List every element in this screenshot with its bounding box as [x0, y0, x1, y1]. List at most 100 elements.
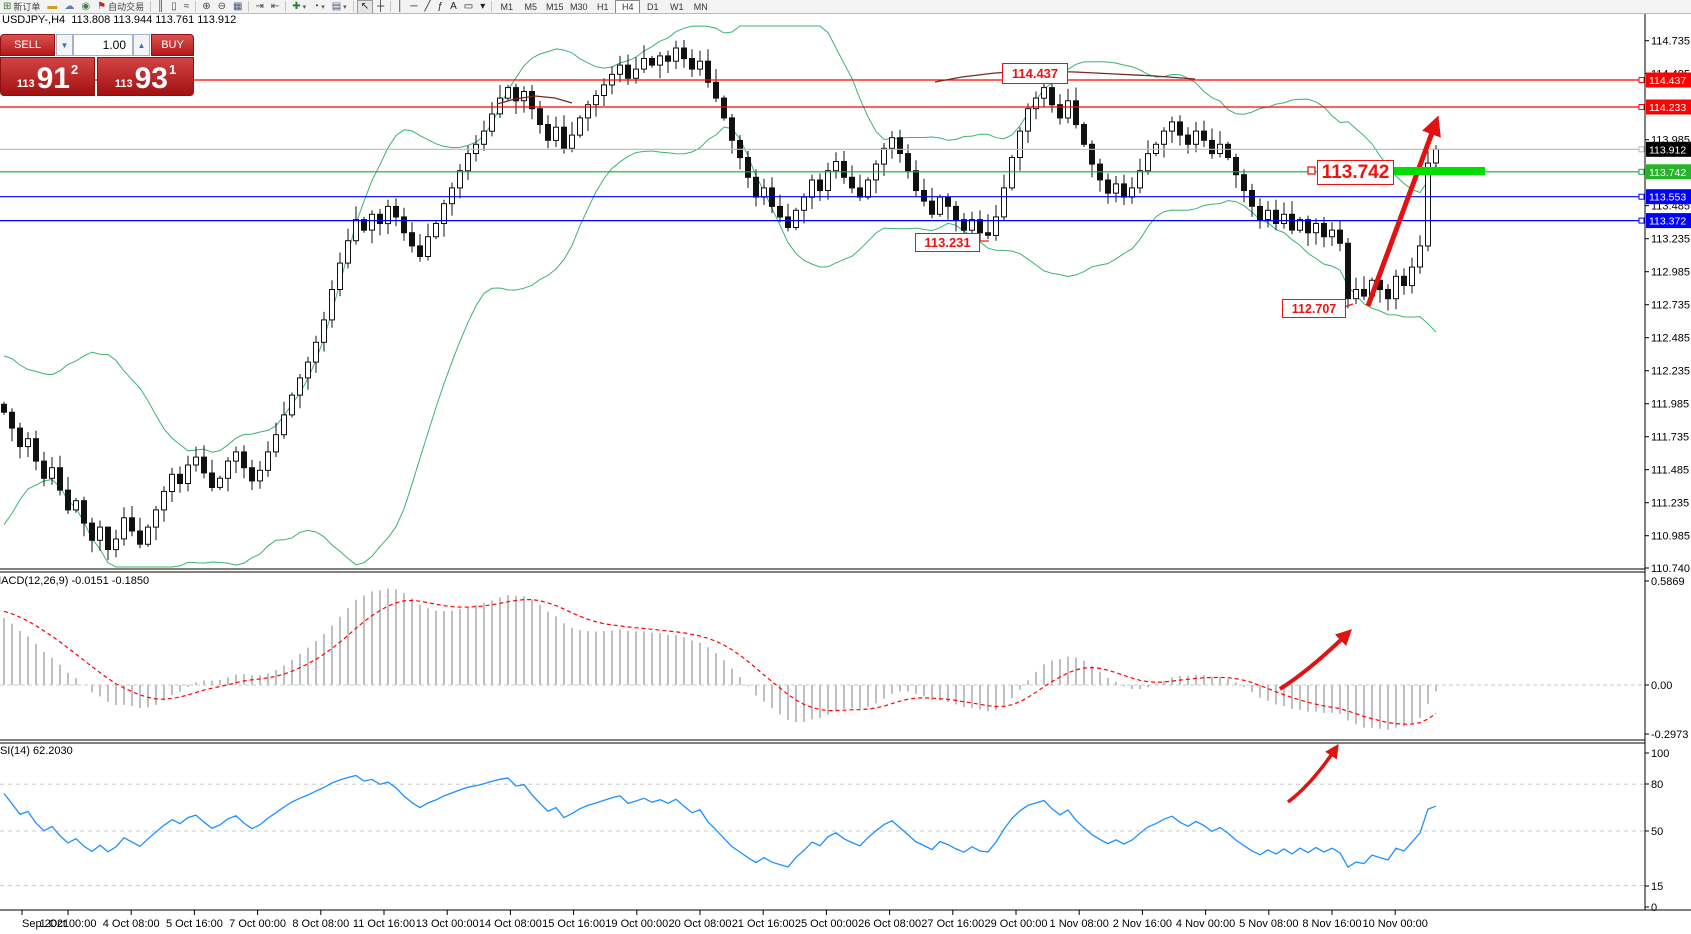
x-axis-label: 21 Oct 16:00: [732, 918, 795, 930]
price-badge-label: 113.553: [1649, 192, 1686, 204]
x-axis-label: 27 Oct 16:00: [921, 918, 984, 930]
candle-body: [1, 403, 7, 413]
price-badge-label: 113.912: [1649, 144, 1686, 156]
shapes-button[interactable]: ▾: [477, 1, 488, 13]
candle-body: [201, 456, 207, 474]
x-axis-label: 7 Oct 00:00: [229, 918, 286, 930]
lot-size-input[interactable]: [73, 34, 133, 56]
cloud-icon[interactable]: ☁: [61, 1, 77, 13]
timeframe-button-h4[interactable]: H4: [615, 0, 641, 13]
timeframe-button-w1[interactable]: W1: [670, 1, 684, 12]
crosshair-button[interactable]: ┼: [374, 1, 387, 13]
indicators-button[interactable]: ✚ ▾: [289, 1, 309, 13]
candle: [137, 517, 143, 549]
candle: [1249, 183, 1255, 217]
candle: [1137, 158, 1143, 194]
timeframe-button-d1[interactable]: D1: [647, 1, 659, 12]
candle: [289, 392, 295, 418]
chart-ohlc-title: USDJPY-,H4 113.808 113.944 113.761 113.9…: [2, 14, 237, 26]
line-anchor-handle[interactable]: [1638, 168, 1645, 175]
candle: [529, 84, 535, 120]
new-order-button[interactable]: ⊞ 新订单: [0, 1, 43, 13]
timeframe-button-h1[interactable]: H1: [597, 1, 609, 12]
line-anchor-handle[interactable]: [1638, 104, 1645, 110]
vertical-line-button[interactable]: │: [394, 1, 406, 13]
candle: [1145, 140, 1151, 175]
lot-decrease-button[interactable]: ▼: [56, 34, 73, 56]
price-callout-112707[interactable]: 112.707: [1282, 299, 1346, 318]
tile-windows-button[interactable]: ▦: [230, 1, 245, 13]
candle-body: [57, 467, 63, 491]
line-chart-button[interactable]: ≈: [181, 1, 193, 13]
candle-body: [593, 95, 599, 106]
candle-body: [417, 245, 423, 257]
new-order-icon: ⊞: [3, 0, 12, 12]
candle-chart-button[interactable]: ▯: [168, 1, 180, 13]
lot-increase-button[interactable]: ▲: [133, 34, 150, 56]
line-anchor-handle[interactable]: [1638, 217, 1645, 224]
price-callout-113231[interactable]: 113.231: [915, 233, 980, 252]
x-axis-label: 2 Nov 16:00: [1113, 918, 1172, 930]
autoscroll-button[interactable]: ⇥: [252, 1, 266, 13]
candle-body: [641, 58, 647, 70]
fibonacci-button[interactable]: ƒ: [435, 1, 447, 13]
candle: [825, 162, 831, 200]
line-anchor-handle[interactable]: [1638, 193, 1645, 200]
timeframe-button-m1[interactable]: M1: [500, 1, 514, 12]
bar-chart-button[interactable]: ║: [154, 1, 167, 13]
candle: [1121, 174, 1127, 205]
buy-button[interactable]: BUY: [151, 34, 194, 56]
candle-body: [697, 60, 703, 70]
price-callout-113742[interactable]: 113.742: [1317, 160, 1394, 185]
templates-button[interactable]: ▤ ▾: [329, 1, 350, 13]
candle-body: [257, 469, 263, 482]
buy-price[interactable]: 113 93 1: [97, 57, 194, 96]
highlight-bar[interactable]: [1390, 167, 1485, 175]
bollinger-upper-band: [3, 25, 1437, 453]
chart-shift-button[interactable]: ⇤: [268, 1, 282, 13]
sell-button[interactable]: SELL: [0, 34, 55, 56]
signals-icon[interactable]: ◉: [78, 1, 93, 13]
candle: [185, 455, 191, 492]
candle: [745, 150, 751, 188]
timeframe-button-mn[interactable]: MN: [693, 1, 708, 12]
candle: [41, 451, 47, 487]
cursor-button[interactable]: ↖: [356, 0, 374, 13]
autotrading-button[interactable]: ⚑ 自动交易: [94, 1, 147, 13]
price-badge: [1646, 141, 1691, 157]
candle: [1041, 79, 1047, 108]
line-anchor-handle[interactable]: [1638, 146, 1645, 153]
vertical-line-icon: │: [397, 0, 404, 12]
candle: [905, 144, 911, 179]
bullion-icon[interactable]: ▬: [44, 1, 60, 13]
candle: [1393, 269, 1399, 310]
candle: [297, 374, 303, 409]
candle: [33, 430, 39, 471]
trend-arrow[interactable]: [1278, 629, 1353, 691]
candle-body: [113, 538, 119, 551]
candle-body: [1033, 97, 1039, 110]
timeframe-button-m30[interactable]: M30: [570, 1, 588, 12]
timeframe-button-m5[interactable]: M5: [524, 1, 538, 12]
timeframe-button-m15[interactable]: M15: [546, 1, 564, 12]
trendline-button[interactable]: ╱: [422, 1, 434, 13]
callout-anchor-handle[interactable]: [1307, 166, 1316, 175]
candle-body: [1049, 87, 1055, 106]
line-anchor-handle[interactable]: [1638, 77, 1645, 83]
y-axis-label: 114.735: [1651, 36, 1690, 48]
trend-arrow[interactable]: [1365, 115, 1441, 307]
sell-price[interactable]: 113 91 2: [0, 57, 95, 96]
y-axis-label: 111.485: [1651, 465, 1689, 477]
candle-body: [297, 377, 303, 396]
label-button[interactable]: ▭: [461, 1, 476, 13]
candle-body: [993, 216, 999, 236]
zoom-in-button[interactable]: ⊕: [199, 1, 213, 13]
horizontal-line-button[interactable]: ─: [407, 1, 420, 13]
text-button[interactable]: A: [447, 1, 460, 13]
horizontal-levels-layer: [0, 70, 1645, 222]
trend-arrow[interactable]: [1286, 743, 1339, 804]
price-callout-114437[interactable]: 114.437: [1002, 63, 1068, 84]
periods-button[interactable]: ◔ ▾: [310, 1, 328, 13]
zoom-out-button[interactable]: ⊖: [215, 1, 229, 13]
